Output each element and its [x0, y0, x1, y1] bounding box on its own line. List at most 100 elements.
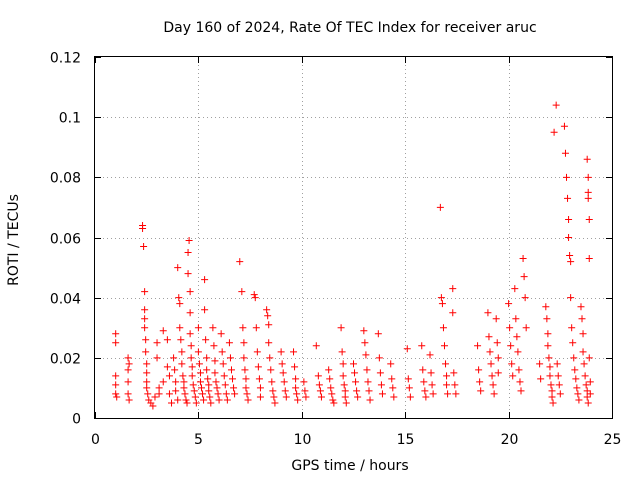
- data-point: [477, 387, 485, 395]
- data-point: [194, 348, 202, 356]
- data-point: [403, 345, 411, 353]
- data-point: [151, 393, 159, 401]
- data-point: [584, 188, 592, 196]
- data-point: [476, 378, 484, 386]
- y-tick-label: 0.06: [50, 232, 81, 248]
- data-point: [583, 155, 591, 163]
- data-point: [256, 384, 264, 392]
- data-point: [198, 384, 206, 392]
- data-point: [225, 339, 233, 347]
- data-point: [142, 336, 150, 344]
- data-point: [426, 351, 434, 359]
- data-point: [265, 339, 273, 347]
- data-point: [545, 354, 553, 362]
- data-point: [556, 390, 564, 398]
- data-point: [155, 390, 163, 398]
- data-point: [240, 354, 248, 362]
- data-point: [547, 381, 555, 389]
- data-point: [187, 354, 195, 362]
- data-point: [364, 378, 372, 386]
- data-point: [418, 342, 426, 350]
- data-point: [256, 393, 264, 401]
- data-point: [361, 339, 369, 347]
- data-point: [141, 315, 149, 323]
- data-point: [427, 369, 435, 377]
- data-point: [475, 366, 483, 374]
- data-point: [242, 375, 250, 383]
- data-point: [189, 381, 197, 389]
- data-point: [177, 336, 185, 344]
- data-point: [227, 366, 235, 374]
- data-point: [222, 390, 230, 398]
- data-point: [514, 348, 522, 356]
- data-point: [174, 396, 182, 404]
- data-point: [449, 309, 457, 317]
- data-point: [264, 312, 272, 320]
- data-point: [182, 396, 190, 404]
- data-point: [330, 399, 338, 407]
- x-axis-title: GPS time / hours: [291, 458, 408, 474]
- data-point: [199, 390, 207, 398]
- data-point: [255, 375, 263, 383]
- data-point: [339, 372, 347, 380]
- data-point: [509, 372, 517, 380]
- y-tick-label: 0.1: [59, 111, 81, 127]
- plot-frame: [94, 56, 613, 419]
- data-point: [327, 384, 335, 392]
- data-point: [149, 402, 157, 410]
- data-point: [566, 252, 574, 260]
- data-point: [181, 390, 189, 398]
- data-point: [155, 384, 163, 392]
- data-point: [203, 366, 211, 374]
- x-tick-label: 25: [604, 432, 622, 448]
- data-point: [507, 342, 515, 350]
- data-point: [443, 381, 451, 389]
- data-point: [544, 342, 552, 350]
- data-point: [211, 369, 219, 377]
- data-point: [176, 324, 184, 332]
- data-point: [573, 384, 581, 392]
- data-point: [205, 387, 213, 395]
- data-point: [185, 237, 193, 245]
- data-point: [140, 243, 148, 251]
- data-point: [243, 390, 251, 398]
- data-point: [574, 390, 582, 398]
- data-point: [112, 372, 120, 380]
- x-tick-label: 10: [294, 432, 312, 448]
- data-point: [215, 396, 223, 404]
- data-point: [241, 366, 249, 374]
- data-point: [452, 390, 460, 398]
- data-point: [282, 393, 290, 401]
- data-point: [354, 393, 362, 401]
- data-point: [581, 372, 589, 380]
- data-point: [546, 363, 554, 371]
- data-point: [419, 366, 427, 374]
- data-point: [485, 333, 493, 341]
- data-point: [316, 387, 324, 395]
- data-point: [141, 306, 149, 314]
- data-point: [578, 315, 586, 323]
- data-point: [113, 393, 121, 401]
- data-point: [442, 360, 450, 368]
- data-point: [186, 288, 194, 296]
- data-point: [270, 393, 278, 401]
- data-point: [493, 339, 501, 347]
- data-point: [339, 360, 347, 368]
- data-point: [220, 372, 228, 380]
- data-point: [544, 330, 552, 338]
- data-point: [252, 324, 260, 332]
- data-point: [201, 306, 209, 314]
- data-point: [552, 101, 560, 109]
- data-point: [443, 372, 451, 380]
- data-point: [292, 384, 300, 392]
- data-point: [543, 315, 551, 323]
- data-point: [378, 390, 386, 398]
- data-point: [294, 396, 302, 404]
- data-point: [353, 387, 361, 395]
- data-point: [438, 300, 446, 308]
- data-point: [512, 315, 520, 323]
- data-point: [436, 203, 444, 211]
- data-point: [159, 327, 167, 335]
- data-point: [267, 366, 275, 374]
